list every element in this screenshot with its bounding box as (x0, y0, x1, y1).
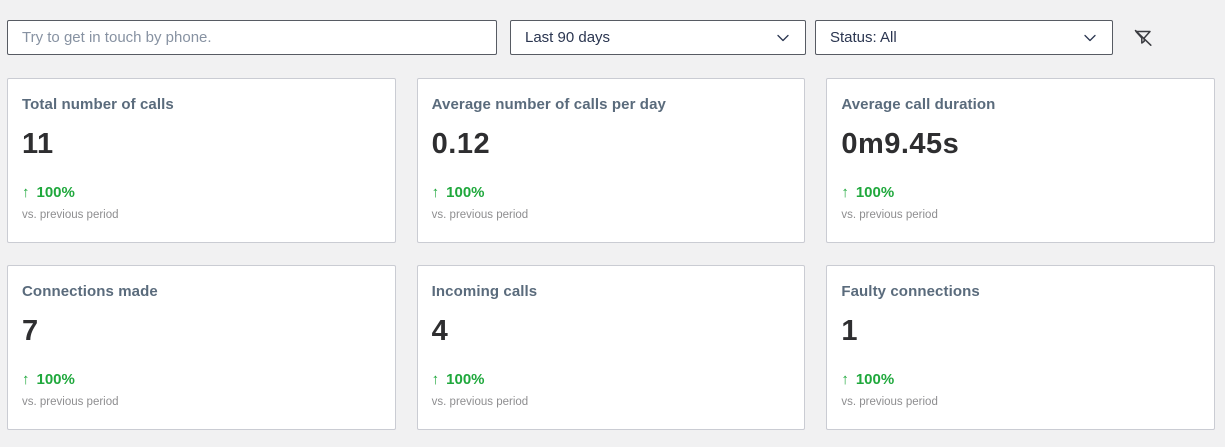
filter-toolbar: Last 90 days Status: All (7, 20, 1215, 55)
status-filter-value: Status: All (830, 29, 897, 46)
up-arrow-icon: ↑ (22, 184, 30, 201)
card-value: 7 (22, 315, 39, 347)
up-arrow-icon: ↑ (431, 371, 440, 388)
card-delta: ↑ 100% (22, 371, 381, 388)
kpi-card-incoming-calls: Incoming calls 4 ↑ 100% vs. previous per… (416, 265, 806, 430)
card-caption: vs. previous period (22, 209, 119, 221)
card-value: 11 (22, 128, 54, 160)
delta-value: 100% (36, 184, 75, 201)
kpi-card-avg-calls-per-day: Average number of calls per day 0.12 ↑ 1… (416, 78, 806, 243)
delta-value: 100% (855, 184, 895, 201)
delta-value: 100% (446, 184, 485, 201)
delta-value: 100% (446, 371, 485, 388)
up-arrow-icon: ↑ (841, 184, 849, 201)
card-caption: vs. previous period (431, 209, 529, 221)
kpi-card-total-calls: Total number of calls 11 ↑ 100% vs. prev… (7, 78, 396, 243)
search-input[interactable] (7, 20, 497, 55)
card-title: Total number of calls (22, 96, 174, 113)
card-delta: ↑ 100% (432, 184, 791, 201)
status-filter-dropdown[interactable]: Status: All (815, 20, 1113, 55)
chevron-down-icon (775, 30, 791, 46)
card-delta: ↑ 100% (432, 371, 791, 388)
up-arrow-icon: ↑ (841, 371, 849, 388)
card-delta: ↑ 100% (22, 184, 381, 201)
card-value: 4 (431, 315, 449, 347)
date-range-value: Last 90 days (525, 29, 611, 46)
card-caption: vs. previous period (22, 396, 119, 408)
card-caption: vs. previous period (431, 396, 529, 408)
card-title: Faulty connections (841, 283, 980, 300)
chevron-down-icon (1082, 30, 1098, 46)
card-value: 0m9.45s (841, 128, 960, 160)
card-title: Average call duration (841, 96, 996, 113)
up-arrow-icon: ↑ (22, 371, 30, 388)
delta-value: 100% (36, 371, 75, 388)
card-delta: ↑ 100% (841, 371, 1200, 388)
kpi-cards-grid: Total number of calls 11 ↑ 100% vs. prev… (7, 78, 1215, 430)
date-range-dropdown[interactable]: Last 90 days (510, 20, 806, 55)
card-value: 1 (841, 315, 858, 347)
card-title: Incoming calls (431, 283, 538, 300)
kpi-card-connections-made: Connections made 7 ↑ 100% vs. previous p… (7, 265, 396, 430)
up-arrow-icon: ↑ (431, 184, 440, 201)
kpi-card-faulty-connections: Faulty connections 1 ↑ 100% vs. previous… (826, 265, 1215, 430)
kpi-card-avg-call-duration: Average call duration 0m9.45s ↑ 100% vs.… (826, 78, 1215, 243)
card-title: Connections made (22, 283, 158, 300)
card-delta: ↑ 100% (841, 184, 1200, 201)
filter-off-icon (1131, 26, 1155, 50)
delta-value: 100% (855, 371, 895, 388)
card-caption: vs. previous period (841, 209, 938, 221)
card-caption: vs. previous period (841, 396, 938, 408)
card-value: 0.12 (431, 128, 491, 160)
clear-filters-button[interactable] (1128, 23, 1158, 53)
card-title: Average number of calls per day (431, 96, 666, 113)
